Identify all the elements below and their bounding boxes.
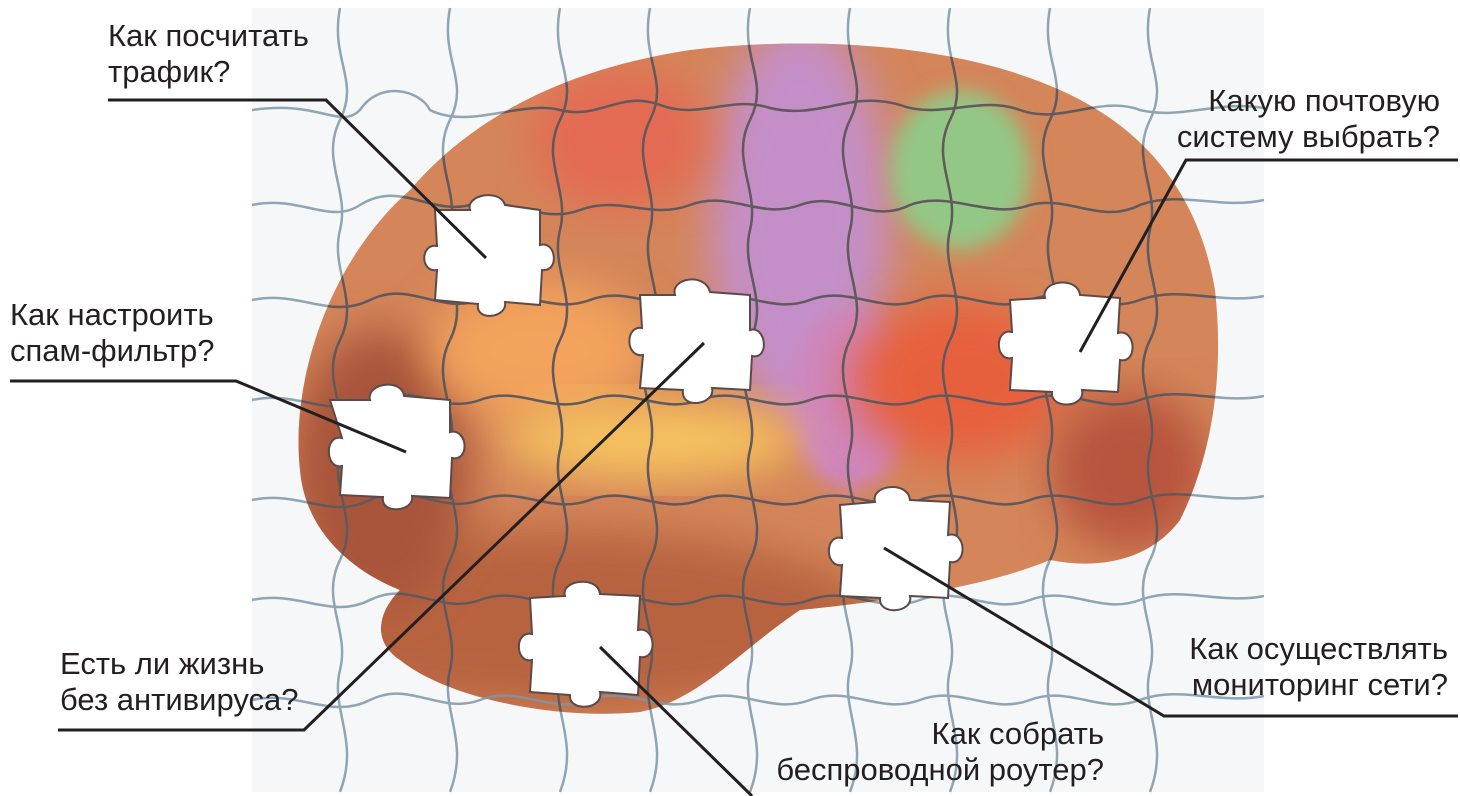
question-label-traffic: Как посчитать трафик? [108,18,309,90]
leader-line-mail [1078,158,1458,353]
leader-line-spam [10,379,407,454]
question-label-router: Как собрать беспроводной роутер? [776,716,1104,788]
question-router-line-1: Как собрать [931,716,1104,751]
missing-piece-center [628,278,765,404]
question-mail-line-2: систему выбрать? [1176,119,1440,154]
leader-line-antivirus [58,341,706,732]
question-label-antivirus: Есть ли жизнь без антивируса? [60,646,298,718]
question-monitor-line-2: мониторинг сети? [1191,667,1448,702]
missing-piece-mail [997,281,1134,406]
leader-lines [10,98,1458,796]
leader-line-router [598,645,754,796]
brain-region-yellow [500,400,800,480]
question-antivirus-line-1: Есть ли жизнь [60,646,265,681]
question-traffic-line-1: Как посчитать [108,18,309,53]
question-label-mail: Какую почтовую систему выбрать? [1177,83,1440,155]
leader-line-monitor [883,546,1458,718]
leader-line-traffic [108,98,488,260]
missing-piece-router [517,580,654,708]
missing-piece-monitor [827,486,964,612]
brain-region-green [890,90,1030,250]
question-label-spam: Как настроить спам-фильтр? [10,297,214,369]
question-label-monitor: Как осуществлять мониторинг сети? [1189,631,1448,703]
question-spam-line-2: спам-фильтр? [10,333,215,368]
brain-region-rear [1050,390,1210,550]
brain-shape [298,43,1219,714]
question-mail-line-1: Какую почтовую [1208,83,1440,118]
question-router-line-2: беспроводной роутер? [776,752,1104,787]
question-spam-line-1: Как настроить [10,297,214,332]
question-traffic-line-2: трафик? [108,54,231,89]
brain-region-red-top [530,70,710,210]
missing-piece-traffic [423,194,555,317]
question-antivirus-line-2: без антивируса? [60,682,299,717]
question-monitor-line-1: Как осуществлять [1189,631,1448,666]
